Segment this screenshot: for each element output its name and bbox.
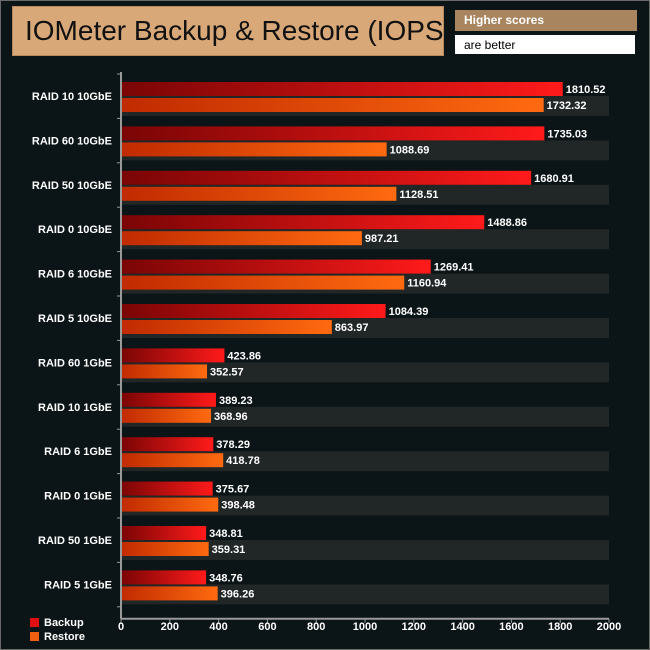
value-label-restore: 398.48 (221, 500, 255, 512)
legend-label-restore: Restore (44, 631, 85, 643)
category-label: RAID 50 10GbE (32, 180, 112, 192)
value-label-backup: 1810.52 (566, 84, 606, 96)
chart-title: IOMeter Backup & Restore (IOPS) (12, 6, 453, 56)
category-label: RAID 60 10GbE (32, 135, 112, 147)
bar-backup (121, 348, 225, 363)
x-tick-label: 2000 (597, 621, 621, 633)
value-label-backup: 348.81 (209, 528, 243, 540)
value-label-backup: 389.23 (219, 395, 253, 407)
value-label-backup: 375.67 (216, 484, 250, 496)
value-label-restore: 1160.94 (407, 278, 447, 290)
legend-swatch-restore (30, 632, 39, 641)
bar-restore (121, 275, 405, 290)
x-tick-label: 1000 (353, 621, 377, 633)
value-label-backup: 423.86 (227, 350, 261, 362)
category-label: RAID 10 10GbE (32, 91, 112, 103)
bar-restore (121, 408, 212, 423)
bar-backup (121, 304, 386, 318)
axes (117, 72, 610, 623)
bar-restore (121, 98, 544, 112)
bar-restore (121, 320, 332, 334)
value-label-backup: 1488.86 (487, 217, 527, 229)
row-band (121, 362, 609, 383)
x-tick-label: 0 (118, 621, 124, 633)
category-label: RAID 5 10GbE (38, 313, 112, 325)
bar-restore (121, 542, 209, 556)
row-band (121, 406, 609, 427)
bar-backup (121, 481, 213, 496)
note-higher-scores: Higher scores (455, 10, 637, 31)
bar-restore (121, 497, 219, 512)
x-tick-label: 800 (307, 621, 325, 633)
category-labels: RAID 10 10GbE RAID 60 10GbE RAID 50 10GbE R… (32, 91, 112, 591)
category-label: RAID 50 1GbE (38, 535, 112, 547)
bar-restore (121, 586, 218, 601)
x-tick-label: 1200 (402, 621, 426, 633)
category-label: RAID 6 10GbE (38, 269, 112, 281)
value-label-backup: 348.76 (209, 572, 243, 584)
value-label-restore: 987.21 (365, 233, 399, 245)
value-label-restore: 396.26 (221, 588, 255, 600)
value-label-restore: 1732.32 (547, 100, 587, 112)
legend-swatch-backup (30, 618, 39, 627)
x-tick-labels: 0 200 400 600 800 1000 1200 1400 1600 1800 2000 (118, 621, 621, 633)
category-label: RAID 60 1GbE (38, 357, 112, 369)
value-label-restore: 368.96 (214, 411, 248, 423)
x-tick-label: 1800 (548, 621, 572, 633)
bar-restore (121, 186, 397, 201)
value-label-backup: 1084.39 (389, 306, 429, 318)
value-label-backup: 1735.03 (547, 128, 587, 140)
bar-backup (121, 437, 214, 452)
category-label: RAID 0 10GbE (38, 224, 112, 236)
value-label-restore: 359.31 (212, 544, 246, 556)
value-labels: 1810.52 1732.32 1735.03 1088.69 1680.91 1128.… (209, 84, 605, 600)
bar-restore (121, 142, 387, 157)
category-label: RAID 10 1GbE (38, 402, 112, 414)
bars (121, 82, 563, 601)
category-label: RAID 5 1GbE (44, 579, 112, 591)
bar-backup (121, 392, 216, 407)
value-label-restore: 418.78 (226, 455, 260, 467)
bar-backup (121, 526, 207, 540)
x-tick-label: 200 (161, 621, 179, 633)
bar-restore (121, 453, 224, 468)
bar-backup (121, 215, 485, 230)
value-label-restore: 863.97 (335, 322, 369, 334)
value-label-restore: 1128.51 (399, 189, 438, 201)
value-label-restore: 1088.69 (390, 144, 430, 156)
row-band (121, 540, 609, 560)
row-band (121, 495, 609, 516)
legend: Backup Restore (30, 617, 85, 643)
value-label-backup: 1680.91 (534, 173, 574, 185)
x-tick-label: 400 (209, 621, 227, 633)
bar-backup (121, 126, 545, 141)
value-label-restore: 352.57 (210, 366, 244, 378)
bar-backup (121, 82, 563, 96)
bar-backup (121, 259, 431, 274)
row-band (121, 451, 609, 472)
note-are-better: are better (455, 35, 635, 54)
category-label: RAID 6 1GbE (44, 446, 112, 458)
x-tick-label: 600 (258, 621, 276, 633)
bar-backup (121, 170, 532, 185)
bar-restore (121, 231, 362, 246)
bar-backup (121, 570, 207, 585)
x-tick-label: 1400 (450, 621, 474, 633)
category-label: RAID 0 1GbE (44, 491, 112, 503)
row-band (121, 584, 609, 605)
x-tick-label: 1600 (499, 621, 523, 633)
value-label-backup: 1269.41 (434, 262, 474, 274)
value-label-backup: 378.29 (216, 439, 250, 451)
bar-restore (121, 364, 208, 379)
legend-label-backup: Backup (44, 617, 84, 629)
